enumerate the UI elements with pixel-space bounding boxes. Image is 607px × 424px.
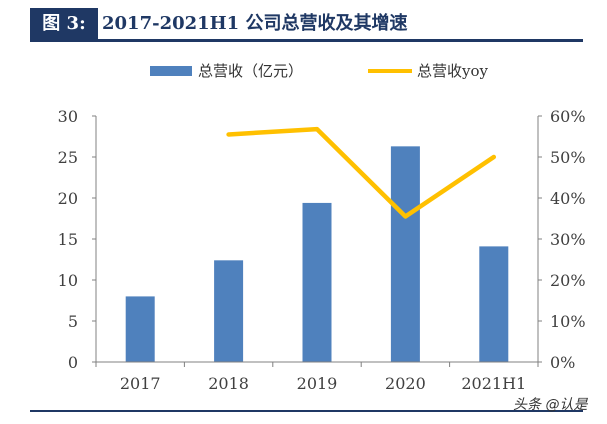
bar-2019 <box>302 202 332 362</box>
bar-2018 <box>214 260 244 362</box>
right-tick-label: 30% <box>550 230 586 249</box>
left-tick-label: 25 <box>58 148 78 167</box>
legend-bar-swatch <box>150 66 192 76</box>
x-tick-label: 2020 <box>385 374 426 393</box>
x-tick-label: 2018 <box>208 374 249 393</box>
legend-line-label: 总营收yoy <box>417 62 489 80</box>
legend: 总营收（亿元） 总营收yoy <box>150 62 489 80</box>
watermark: 头条 @认是 <box>513 397 588 413</box>
legend-bar-label: 总营收（亿元） <box>198 62 303 80</box>
bar-2020 <box>390 146 420 362</box>
right-tick-label: 20% <box>550 271 586 290</box>
right-axis-ticks: 0% 10% 20% 30% 40% 50% 60% <box>538 107 586 372</box>
x-tick-label: 2019 <box>297 374 338 393</box>
x-tick-label: 2017 <box>120 374 161 393</box>
bottom-rule <box>30 410 583 412</box>
yoy-line <box>226 126 497 219</box>
figure-title-bar: 图 3: 2017-2021H1 公司总营收及其增速 <box>30 8 583 42</box>
right-tick-label: 0% <box>550 353 575 372</box>
left-tick-label: 30 <box>58 107 78 126</box>
left-tick-label: 5 <box>68 312 78 331</box>
x-axis-labels: 2017 2018 2019 2020 2021H1 <box>95 362 539 393</box>
yoy-line-group <box>226 126 497 219</box>
title-underline <box>30 39 583 42</box>
right-tick-label: 50% <box>550 148 586 167</box>
left-tick-label: 0 <box>68 353 78 372</box>
right-tick-label: 40% <box>550 189 586 208</box>
left-tick-label: 20 <box>58 189 78 208</box>
bars-group <box>125 146 509 362</box>
left-axis-ticks: 0 5 10 15 20 25 30 <box>58 107 96 372</box>
x-tick-label: 2021H1 <box>461 374 526 393</box>
bar-2021H1 <box>479 246 509 362</box>
right-tick-label: 10% <box>550 312 586 331</box>
axes-group <box>95 116 539 363</box>
right-tick-label: 60% <box>550 107 586 126</box>
left-tick-label: 10 <box>58 271 78 290</box>
figure-number-tag: 图 3: <box>30 8 98 39</box>
left-tick-label: 15 <box>58 230 78 249</box>
figure-title: 2017-2021H1 公司总营收及其增速 <box>102 13 408 34</box>
bar-2017 <box>125 296 155 362</box>
